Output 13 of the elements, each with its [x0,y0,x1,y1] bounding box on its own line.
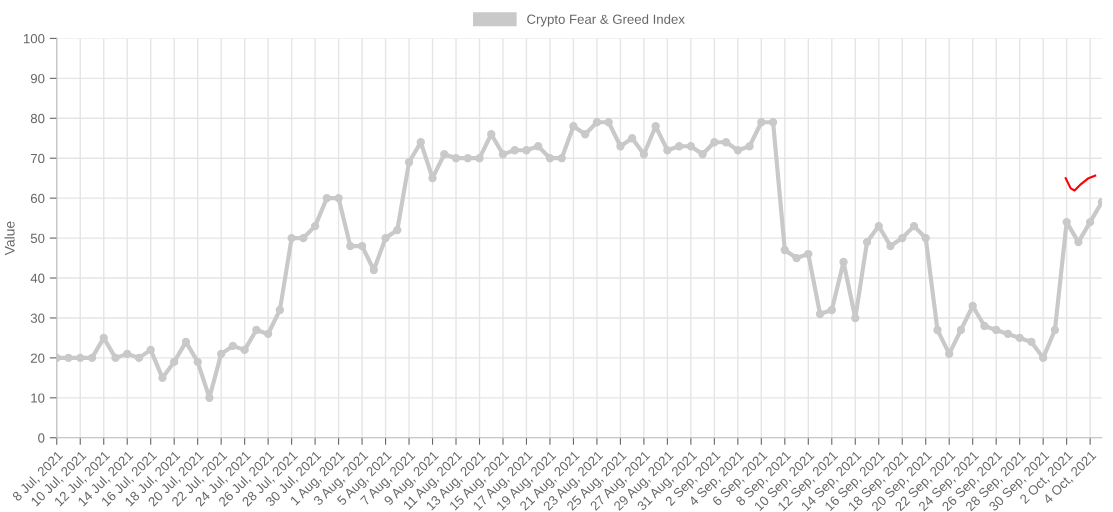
legend-label: Crypto Fear & Greed Index [527,14,685,27]
y-tick-label: 70 [30,153,45,164]
y-tick-label: 20 [30,353,45,363]
y-axis-title: Value [4,221,15,256]
y-tick-label: 0 [38,433,45,443]
y-tick-label: 90 [30,73,45,84]
y-tick-label: 40 [30,273,45,283]
y-tick-label: 60 [30,193,45,204]
y-tick-label: 100 [23,33,45,44]
y-tick-label: 80 [30,113,45,124]
y-tick-label: 50 [30,233,45,243]
y-tick-label: 10 [31,393,45,403]
y-tick-label: 30 [30,313,45,323]
